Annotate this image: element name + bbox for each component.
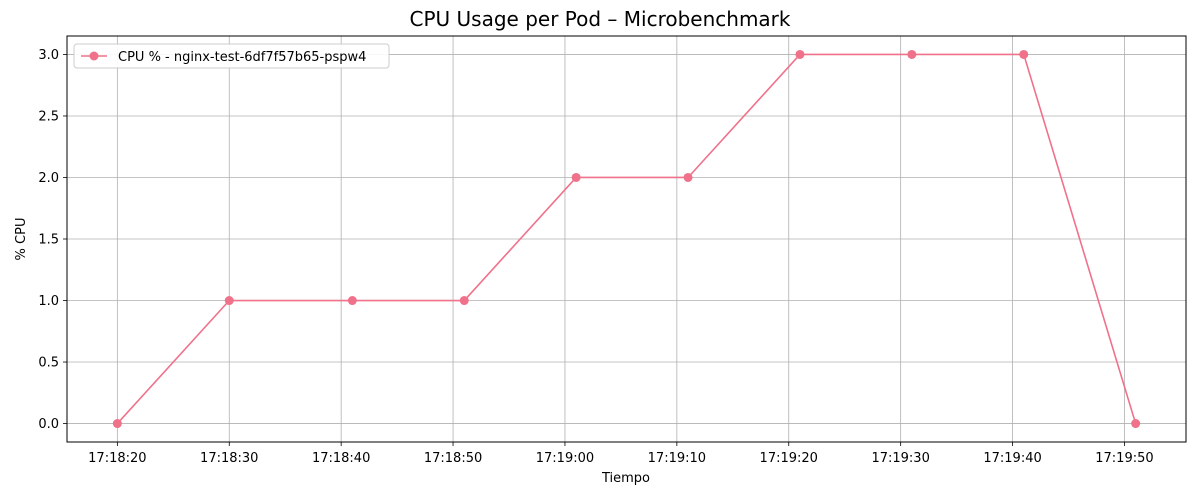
x-tick-label: 17:19:50 xyxy=(1095,451,1153,466)
legend-marker-swatch xyxy=(89,51,99,61)
x-tick-label: 17:18:50 xyxy=(424,451,482,466)
data-point xyxy=(1131,419,1141,429)
x-axis-label: Tiempo xyxy=(601,471,650,486)
x-tick-label: 17:19:40 xyxy=(983,451,1041,466)
legend-box xyxy=(73,43,390,69)
x-tick-label: 17:18:40 xyxy=(312,451,370,466)
y-tick-label: 0.0 xyxy=(38,417,59,432)
x-tick-label: 17:19:30 xyxy=(871,451,929,466)
x-tick-label: 17:19:10 xyxy=(648,451,706,466)
x-tick-label: 17:18:20 xyxy=(88,451,146,466)
y-tick-label: 1.0 xyxy=(38,294,59,309)
grid-layer xyxy=(67,36,1186,442)
data-point xyxy=(347,296,357,306)
x-tick-label: 17:18:30 xyxy=(200,451,258,466)
y-tick-label: 2.0 xyxy=(38,171,59,186)
data-point xyxy=(459,296,469,306)
data-point xyxy=(795,49,805,59)
data-point xyxy=(571,172,581,182)
y-tick-label: 0.5 xyxy=(38,356,59,371)
y-tick-label: 3.0 xyxy=(38,48,59,63)
legend: CPU % - nginx-test-6df7f57b65-pspw4 xyxy=(73,43,390,69)
x-tick-label: 17:19:00 xyxy=(536,451,594,466)
data-point xyxy=(112,419,122,429)
data-point xyxy=(683,172,693,182)
x-tick-label: 17:19:20 xyxy=(760,451,818,466)
series-line xyxy=(116,53,1137,425)
series-layer xyxy=(112,49,1141,429)
data-point xyxy=(907,49,917,59)
data-point xyxy=(224,296,234,306)
chart-title: CPU Usage per Pod – Microbenchmark xyxy=(410,7,791,31)
tick-layer: 17:18:20 17:18:30 17:18:40 17:18:50 17:19:00… xyxy=(38,48,1153,466)
y-axis-label: % CPU xyxy=(14,218,29,261)
legend-label: CPU % - nginx-test-6df7f57b65-pspw4 xyxy=(118,50,366,65)
y-tick-label: 2.5 xyxy=(38,109,59,124)
data-point xyxy=(1019,49,1029,59)
y-tick-label: 1.5 xyxy=(38,233,59,248)
